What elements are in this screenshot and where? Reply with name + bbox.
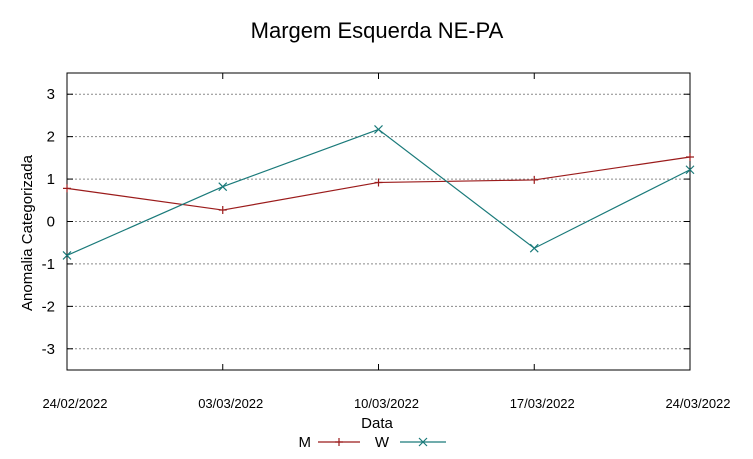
y-axis-label: Anomalia Categorizada (19, 154, 36, 311)
y-tick-label: 3 (47, 86, 55, 103)
legend-marker-W (418, 437, 428, 447)
x-tick-label: 10/03/2022 (354, 396, 419, 411)
x-tick-label: 03/03/2022 (198, 396, 263, 411)
gridlines (67, 93, 690, 350)
y-tick-label: -1 (42, 256, 55, 273)
point-M (530, 175, 539, 184)
point-M (63, 184, 71, 193)
point-W (218, 182, 228, 192)
legend-marker-M (335, 438, 343, 446)
y-tick-label: 1 (47, 171, 55, 188)
point-W (529, 243, 539, 253)
point-W (62, 251, 72, 260)
point-M (686, 153, 694, 162)
y-tick-label: 2 (47, 129, 55, 146)
y-tick-label: -2 (42, 298, 55, 315)
series-lines (62, 125, 695, 260)
x-tick-label: 17/03/2022 (510, 396, 575, 411)
point-W (685, 165, 695, 175)
x-axis-label: Data (361, 415, 393, 432)
x-axis: 24/02/2022 03/03/2022 10/03/2022 17/03/2022… (42, 73, 731, 411)
legend-label-M: M (299, 434, 312, 451)
y-tick-label: -3 (42, 341, 55, 358)
point-W (374, 125, 383, 134)
point-M (218, 206, 227, 215)
legend-label-W: W (375, 434, 390, 451)
point-M (374, 178, 383, 187)
x-tick-label: 24/03/2022 (665, 396, 730, 411)
chart-title: Margem Esquerda NE-PA (251, 18, 504, 43)
y-tick-label: 0 (47, 214, 55, 231)
series-line-W (66, 128, 691, 256)
y-axis: -3 -2 -1 0 1 2 3 (42, 86, 690, 358)
x-tick-label: 24/02/2022 (42, 396, 107, 411)
